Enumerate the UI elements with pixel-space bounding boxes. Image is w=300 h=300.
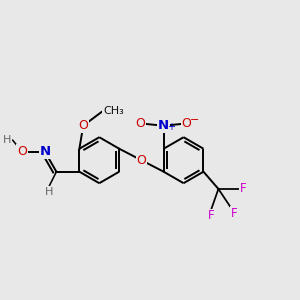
Text: H: H (45, 187, 54, 197)
Text: N: N (158, 119, 169, 132)
Text: +: + (167, 122, 175, 132)
Text: H: H (3, 135, 11, 145)
Text: F: F (240, 182, 246, 195)
Text: O: O (17, 145, 27, 158)
Text: O: O (136, 117, 146, 130)
Text: F: F (208, 209, 215, 222)
Text: O: O (182, 117, 192, 130)
Text: −: − (190, 115, 200, 125)
Text: O: O (78, 119, 88, 132)
Text: O: O (136, 154, 146, 167)
Text: F: F (230, 207, 237, 220)
Text: N: N (39, 145, 50, 158)
Text: CH₃: CH₃ (103, 106, 124, 116)
